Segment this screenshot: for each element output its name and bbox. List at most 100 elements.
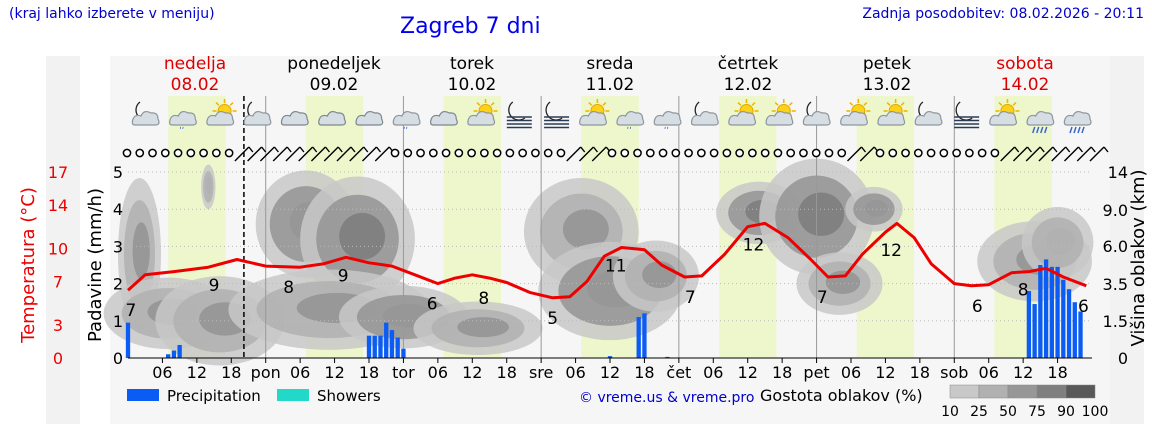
precip-tick-label: 2: [113, 275, 123, 294]
x-tick-label: 18: [221, 363, 241, 382]
wind-barb: [1038, 146, 1058, 162]
svg-text:ʹʹ: ʹʹ: [664, 126, 669, 137]
wind-calm-circle: [620, 148, 630, 158]
precipitation-bar: [1061, 279, 1066, 358]
wind-calm-circle: [531, 148, 540, 158]
temp-tick-label: 10: [48, 240, 68, 259]
cloud-blob-core: [339, 212, 386, 260]
night-partly-cloudy-icon: [690, 101, 719, 126]
x-tick-label: 18: [634, 363, 654, 382]
wind-calm-circle: [926, 148, 936, 158]
precipitation-bar: [395, 337, 400, 358]
wind-calm-circle: [173, 148, 183, 158]
temp-tick-label: 0: [53, 349, 63, 368]
wind-calm-circle: [901, 148, 910, 158]
temperature-line: [126, 221, 1087, 300]
location-hint: (kraj lahko izberete v meniju): [9, 6, 215, 22]
precip-tick-label: 5: [113, 163, 123, 182]
precipitation-bar: [177, 344, 182, 358]
temperature-value-label: 6: [1078, 297, 1089, 317]
legend: Precipitation Showers © vreme.us & vreme.p…: [127, 384, 1108, 420]
x-tick-label: 06: [565, 363, 585, 382]
cloud-icon: [355, 110, 384, 126]
svg-text:ʹʹ: ʹʹ: [403, 126, 408, 137]
svg-text:ʹʹ: ʹʹ: [627, 126, 632, 137]
cloud-height-tick-label: 6.0: [1103, 237, 1128, 256]
day-date: 14.02: [1001, 75, 1050, 95]
sun-cloud-icon: [467, 99, 498, 126]
wind-calm-circle: [990, 148, 1000, 158]
temperature-value-label: 7: [125, 301, 136, 321]
x-tick-label: sre: [529, 363, 553, 382]
x-tick-label: 06: [979, 363, 999, 382]
wind-calm-circle: [837, 148, 847, 158]
cloud-scale-label: 75: [1028, 404, 1046, 420]
legend-swatch: [277, 389, 309, 401]
wind-calm-circle: [658, 148, 668, 158]
sun-cloud-icon: [206, 99, 237, 126]
wind-calm-circle: [518, 148, 528, 158]
day-name: četrtek: [718, 54, 779, 74]
temperature-value-label: 8: [1018, 281, 1029, 301]
wind-calm-circle: [977, 148, 987, 158]
wind-barb: [1051, 146, 1071, 162]
x-tick-label: 12: [462, 363, 482, 382]
wind-calm-circle: [888, 148, 898, 158]
cloud-blob-core: [206, 177, 212, 195]
wind-calm-circle: [186, 148, 196, 158]
wind-calm-circle: [428, 148, 438, 158]
wind-calm-circle: [224, 148, 234, 158]
sun-cloud-icon: [840, 99, 871, 126]
day-date: 12.02: [724, 75, 773, 95]
x-tick-label: pon: [251, 363, 281, 382]
wind-calm-circle: [211, 148, 221, 158]
sun-cloud-icon: [765, 99, 796, 126]
cloud-blob-core: [864, 199, 888, 217]
night-fog-icon: [954, 101, 980, 129]
wind-barb: [298, 146, 318, 162]
x-tick-label: 06: [428, 363, 448, 382]
wind-calm-circle: [543, 148, 553, 158]
precipitation-bar: [1055, 266, 1060, 358]
cloud-blob-core: [562, 209, 609, 250]
wind-calm-circle: [480, 148, 489, 158]
precipitation-bar: [384, 322, 389, 358]
cloud-drizzle-icon: ʹʹ: [392, 110, 421, 137]
legend-label: Precipitation: [167, 387, 261, 405]
wind-calm-circle: [875, 148, 885, 158]
temperature-value-label: 7: [817, 288, 828, 308]
precipitation-bar: [366, 335, 372, 358]
left-axis-panel: [46, 56, 80, 424]
precip-tick-label: 0: [113, 349, 123, 368]
x-tick-label: 12: [875, 363, 895, 382]
precipitation-bar: [1049, 266, 1054, 358]
x-tick-label: 06: [290, 363, 310, 382]
day-date: 08.02: [171, 75, 220, 95]
cloud-legend-title: Gostota oblakov (%): [760, 386, 923, 405]
wind-calm-circle: [556, 148, 566, 158]
cloud-scale-swatch: [1065, 384, 1096, 399]
temperature-value-label: 8: [478, 289, 489, 309]
cloud-icon: [429, 110, 458, 126]
night-partly-cloudy-icon: [914, 101, 943, 126]
temp-tick-label: 7: [53, 272, 63, 291]
sun-cloud-icon: [579, 99, 610, 126]
x-tick-label: 06: [703, 363, 723, 382]
x-tick-label: sob: [940, 363, 968, 382]
wind-calm-circle: [773, 148, 783, 158]
cloud-blob-core: [132, 222, 150, 280]
precipitation-bar: [389, 330, 395, 358]
wind-calm-circle: [122, 148, 132, 158]
x-tick-label: 18: [1047, 363, 1067, 382]
night-partly-cloudy-icon: [802, 101, 831, 126]
wind-calm-circle: [671, 148, 681, 158]
wind-barb: [1076, 146, 1096, 162]
wind-barb: [362, 146, 382, 162]
wind-calm-circle: [199, 148, 208, 158]
precipitation-bar: [166, 354, 171, 358]
day-date: 11.02: [586, 75, 635, 95]
last-update-timestamp: Zadnja posodobitev: 08.02.2026 - 20:11: [862, 6, 1144, 22]
axes-layer: 06 12 18 pon 06 12 18 tor 06 12 18 sre 06 12 18 čet 06 12…: [18, 163, 1149, 382]
